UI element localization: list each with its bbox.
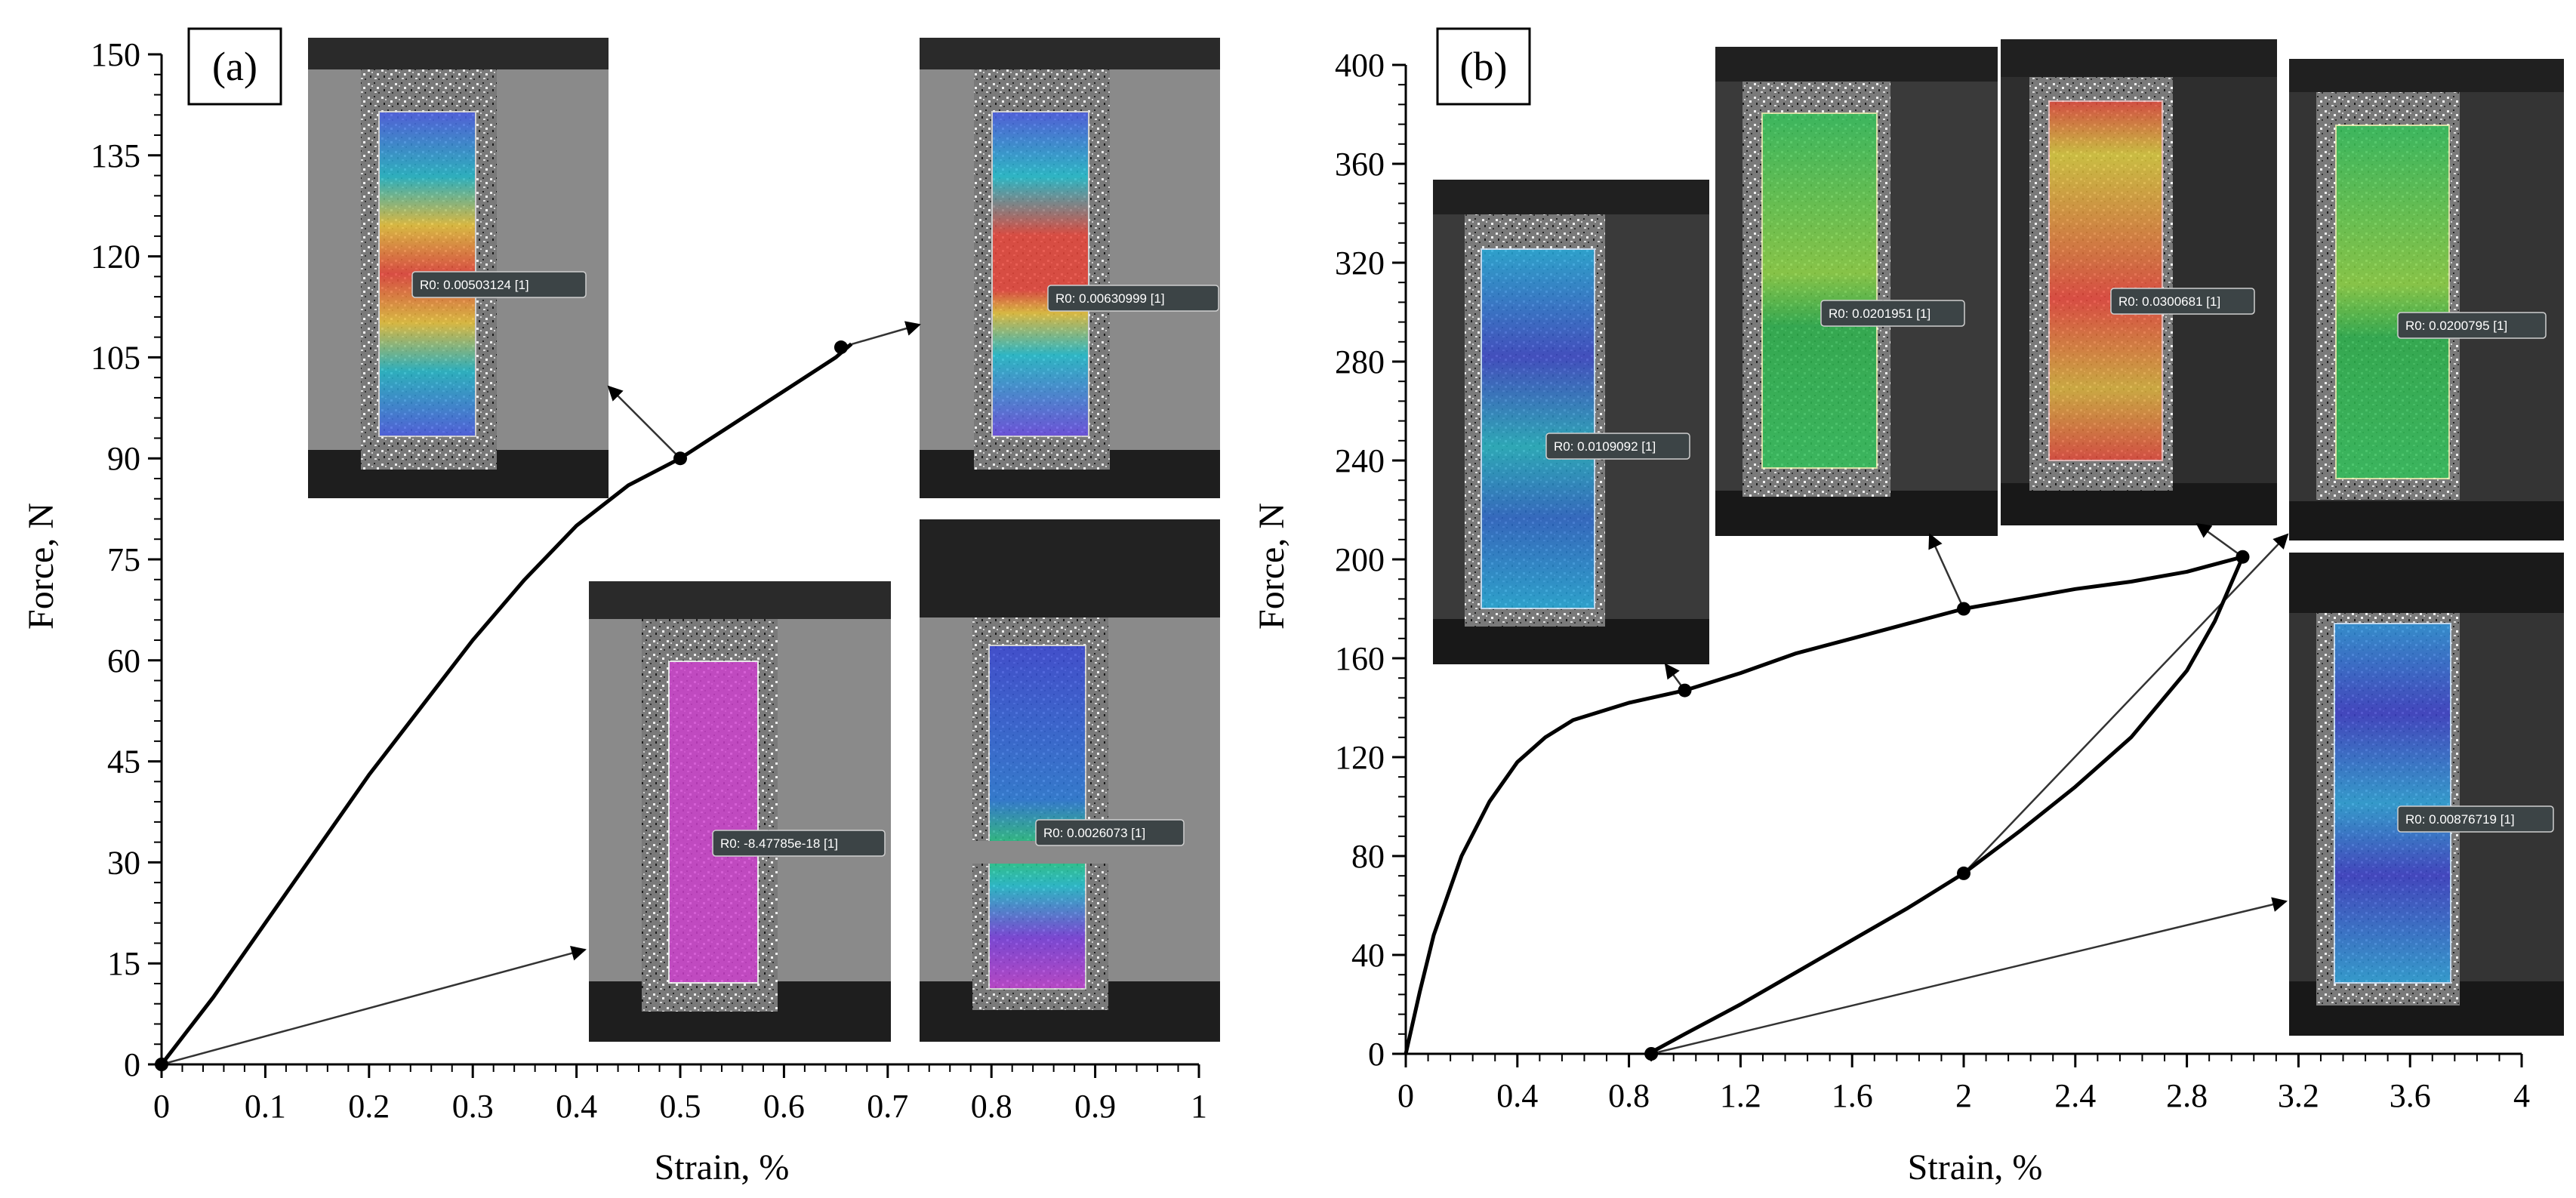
inset-b-1: R0: 0.0109092 [1] xyxy=(1433,180,1709,664)
y-tick-label: 160 xyxy=(1335,640,1385,677)
inset-a-top-right: R0: 0.00630999 [1] xyxy=(920,38,1220,498)
x-tick-label: 0.5 xyxy=(660,1088,701,1125)
panel-b: R0: 0.0109092 [1] R0: 0.0201951 [1] R0: … xyxy=(1252,27,2564,1187)
x-tick-label: 2.8 xyxy=(2166,1077,2208,1114)
inset-b-5: R0: 0.00876719 [1] xyxy=(2289,553,2564,1036)
x-tick-label: 1.6 xyxy=(1832,1077,1873,1114)
y-tick-label: 320 xyxy=(1335,245,1385,282)
y-tick-label: 280 xyxy=(1335,343,1385,380)
series-loading-a xyxy=(160,342,853,1066)
y-tick-label: 240 xyxy=(1335,442,1385,479)
x-tick-label: 0 xyxy=(1397,1077,1414,1114)
x-tick-label: 0.8 xyxy=(1608,1077,1650,1114)
arrow-inset-b-2 xyxy=(1928,533,1965,610)
arrow-inset-b-5 xyxy=(1650,897,2288,1055)
y-tick-label: 90 xyxy=(107,440,140,477)
x-tick-label: 0.9 xyxy=(1074,1088,1116,1125)
x-tick-label: 3.2 xyxy=(2278,1077,2319,1114)
marker-point-5-b xyxy=(1644,1047,1659,1061)
y-tick-label: 75 xyxy=(107,541,140,578)
marker-point-origin-a xyxy=(155,1058,168,1071)
y-axis-title-b: Force, N xyxy=(1252,503,1292,630)
marker-point-mid-a xyxy=(673,451,687,466)
y-axis-title-a: Force, N xyxy=(21,503,61,630)
y-tick-label: 105 xyxy=(91,339,140,376)
x-tick-label: 0.3 xyxy=(452,1088,494,1125)
y-tick-label: 30 xyxy=(107,844,140,881)
panel-label-a-box: (a) xyxy=(187,27,282,106)
x-tick-label: 0.8 xyxy=(971,1088,1012,1125)
inset-b-1-label: R0: 0.0109092 [1] xyxy=(1554,439,1656,454)
inset-b-2: R0: 0.0201951 [1] xyxy=(1715,47,1998,536)
x-tick-label: 0 xyxy=(153,1088,170,1125)
x-tick-label: 0.2 xyxy=(348,1088,390,1125)
marker-point-2-b xyxy=(1957,602,1971,616)
x-axis-title-a: Strain, % xyxy=(655,1147,790,1187)
inset-b-4-label: R0: 0.0200795 [1] xyxy=(2405,319,2507,333)
x-tick-label: 1.2 xyxy=(1720,1077,1761,1114)
arrow-inset-a-bottom-left xyxy=(161,946,587,1066)
x-tick-label: 0.4 xyxy=(1496,1077,1538,1114)
arrow-inset-b-3 xyxy=(2195,522,2244,558)
y-tick-label: 360 xyxy=(1335,146,1385,183)
arrow-inset-a-top-left xyxy=(607,385,681,460)
inset-a-bottom-left-label: R0: -8.47785e-18 [1] xyxy=(720,836,838,851)
arrows-a xyxy=(161,321,921,1066)
y-tick-label: 200 xyxy=(1335,541,1385,578)
inset-a-top-left-label: R0: 0.00503124 [1] xyxy=(420,278,529,292)
inset-b-2-label: R0: 0.0201951 [1] xyxy=(1829,306,1930,321)
x-tick-label: 0.7 xyxy=(867,1088,908,1125)
series-loading-b xyxy=(1404,555,2244,1055)
y-tick-label: 150 xyxy=(91,36,140,73)
y-tick-label: 120 xyxy=(1335,739,1385,776)
markers-a xyxy=(155,340,848,1071)
axes-b: 0 0.4 0.8 1.2 1.6 2 2.4 2.8 3.2 3.6 40408012016020… xyxy=(1335,47,2530,1114)
panel-label-b-box: (b) xyxy=(1436,27,1531,106)
y-tick-label: 0 xyxy=(124,1046,140,1083)
x-tick-label: 0.4 xyxy=(556,1088,597,1125)
y-tick-label: 80 xyxy=(1351,838,1385,875)
x-tick-label: 4 xyxy=(2513,1077,2530,1114)
inset-b-5-label: R0: 0.00876719 [1] xyxy=(2405,812,2515,827)
y-tick-label: 15 xyxy=(107,945,140,982)
marker-point-4-b xyxy=(1957,866,1971,880)
x-tick-label: 2.4 xyxy=(2054,1077,2096,1114)
inset-a-top-right-label: R0: 0.00630999 [1] xyxy=(1055,291,1165,306)
inset-a-bottom-right-label: R0: 0.0026073 [1] xyxy=(1043,826,1145,840)
arrow-inset-b-4 xyxy=(1963,533,2289,874)
arrow-inset-a-top-right xyxy=(840,321,921,349)
series-a xyxy=(160,342,853,1066)
inset-a-top-left: R0: 0.00503124 [1] xyxy=(308,38,609,498)
marker-point-3-b xyxy=(2236,550,2250,564)
y-tick-label: 400 xyxy=(1335,47,1385,84)
x-tick-label: 0.1 xyxy=(245,1088,286,1125)
inset-b-4: R0: 0.0200795 [1] xyxy=(2289,59,2564,540)
marker-point-1-b xyxy=(1678,683,1692,698)
x-tick-label: 1 xyxy=(1191,1088,1207,1125)
arrows-b xyxy=(1650,522,2289,1055)
y-tick-label: 120 xyxy=(91,239,140,276)
x-tick-label: 2 xyxy=(1955,1077,1972,1114)
y-tick-label: 135 xyxy=(91,137,140,174)
y-tick-label: 0 xyxy=(1368,1036,1385,1073)
inset-b-3-label: R0: 0.0300681 [1] xyxy=(2118,294,2220,309)
x-tick-label: 3.6 xyxy=(2390,1077,2431,1114)
series-unloading-b xyxy=(1647,556,2245,1056)
x-axis-title-b: Strain, % xyxy=(1908,1147,2043,1187)
markers-b xyxy=(1644,550,2250,1061)
marker-point-end-a xyxy=(834,340,848,355)
y-tick-label: 45 xyxy=(107,744,140,781)
panel-a: R0: 0.00503124 [1] R0: 0.00630999 [1] R0… xyxy=(21,27,1220,1187)
y-tick-label: 40 xyxy=(1351,937,1385,974)
inset-a-bottom-left: R0: -8.47785e-18 [1] xyxy=(589,581,891,1042)
axes-a: 0 0.1 0.2 0.3 0.4 0.5 0.6 0.7 0.8 0.9 1 0 15 30 45 60 75… xyxy=(91,36,1207,1125)
panel-label-b: (b) xyxy=(1460,44,1508,89)
y-tick-label: 60 xyxy=(107,642,140,679)
x-tick-label: 0.6 xyxy=(763,1088,805,1125)
inset-a-bottom-right: R0: 0.0026073 [1] xyxy=(920,519,1220,1042)
inset-b-3: R0: 0.0300681 [1] xyxy=(2001,39,2277,525)
panel-label-a: (a) xyxy=(212,44,257,89)
